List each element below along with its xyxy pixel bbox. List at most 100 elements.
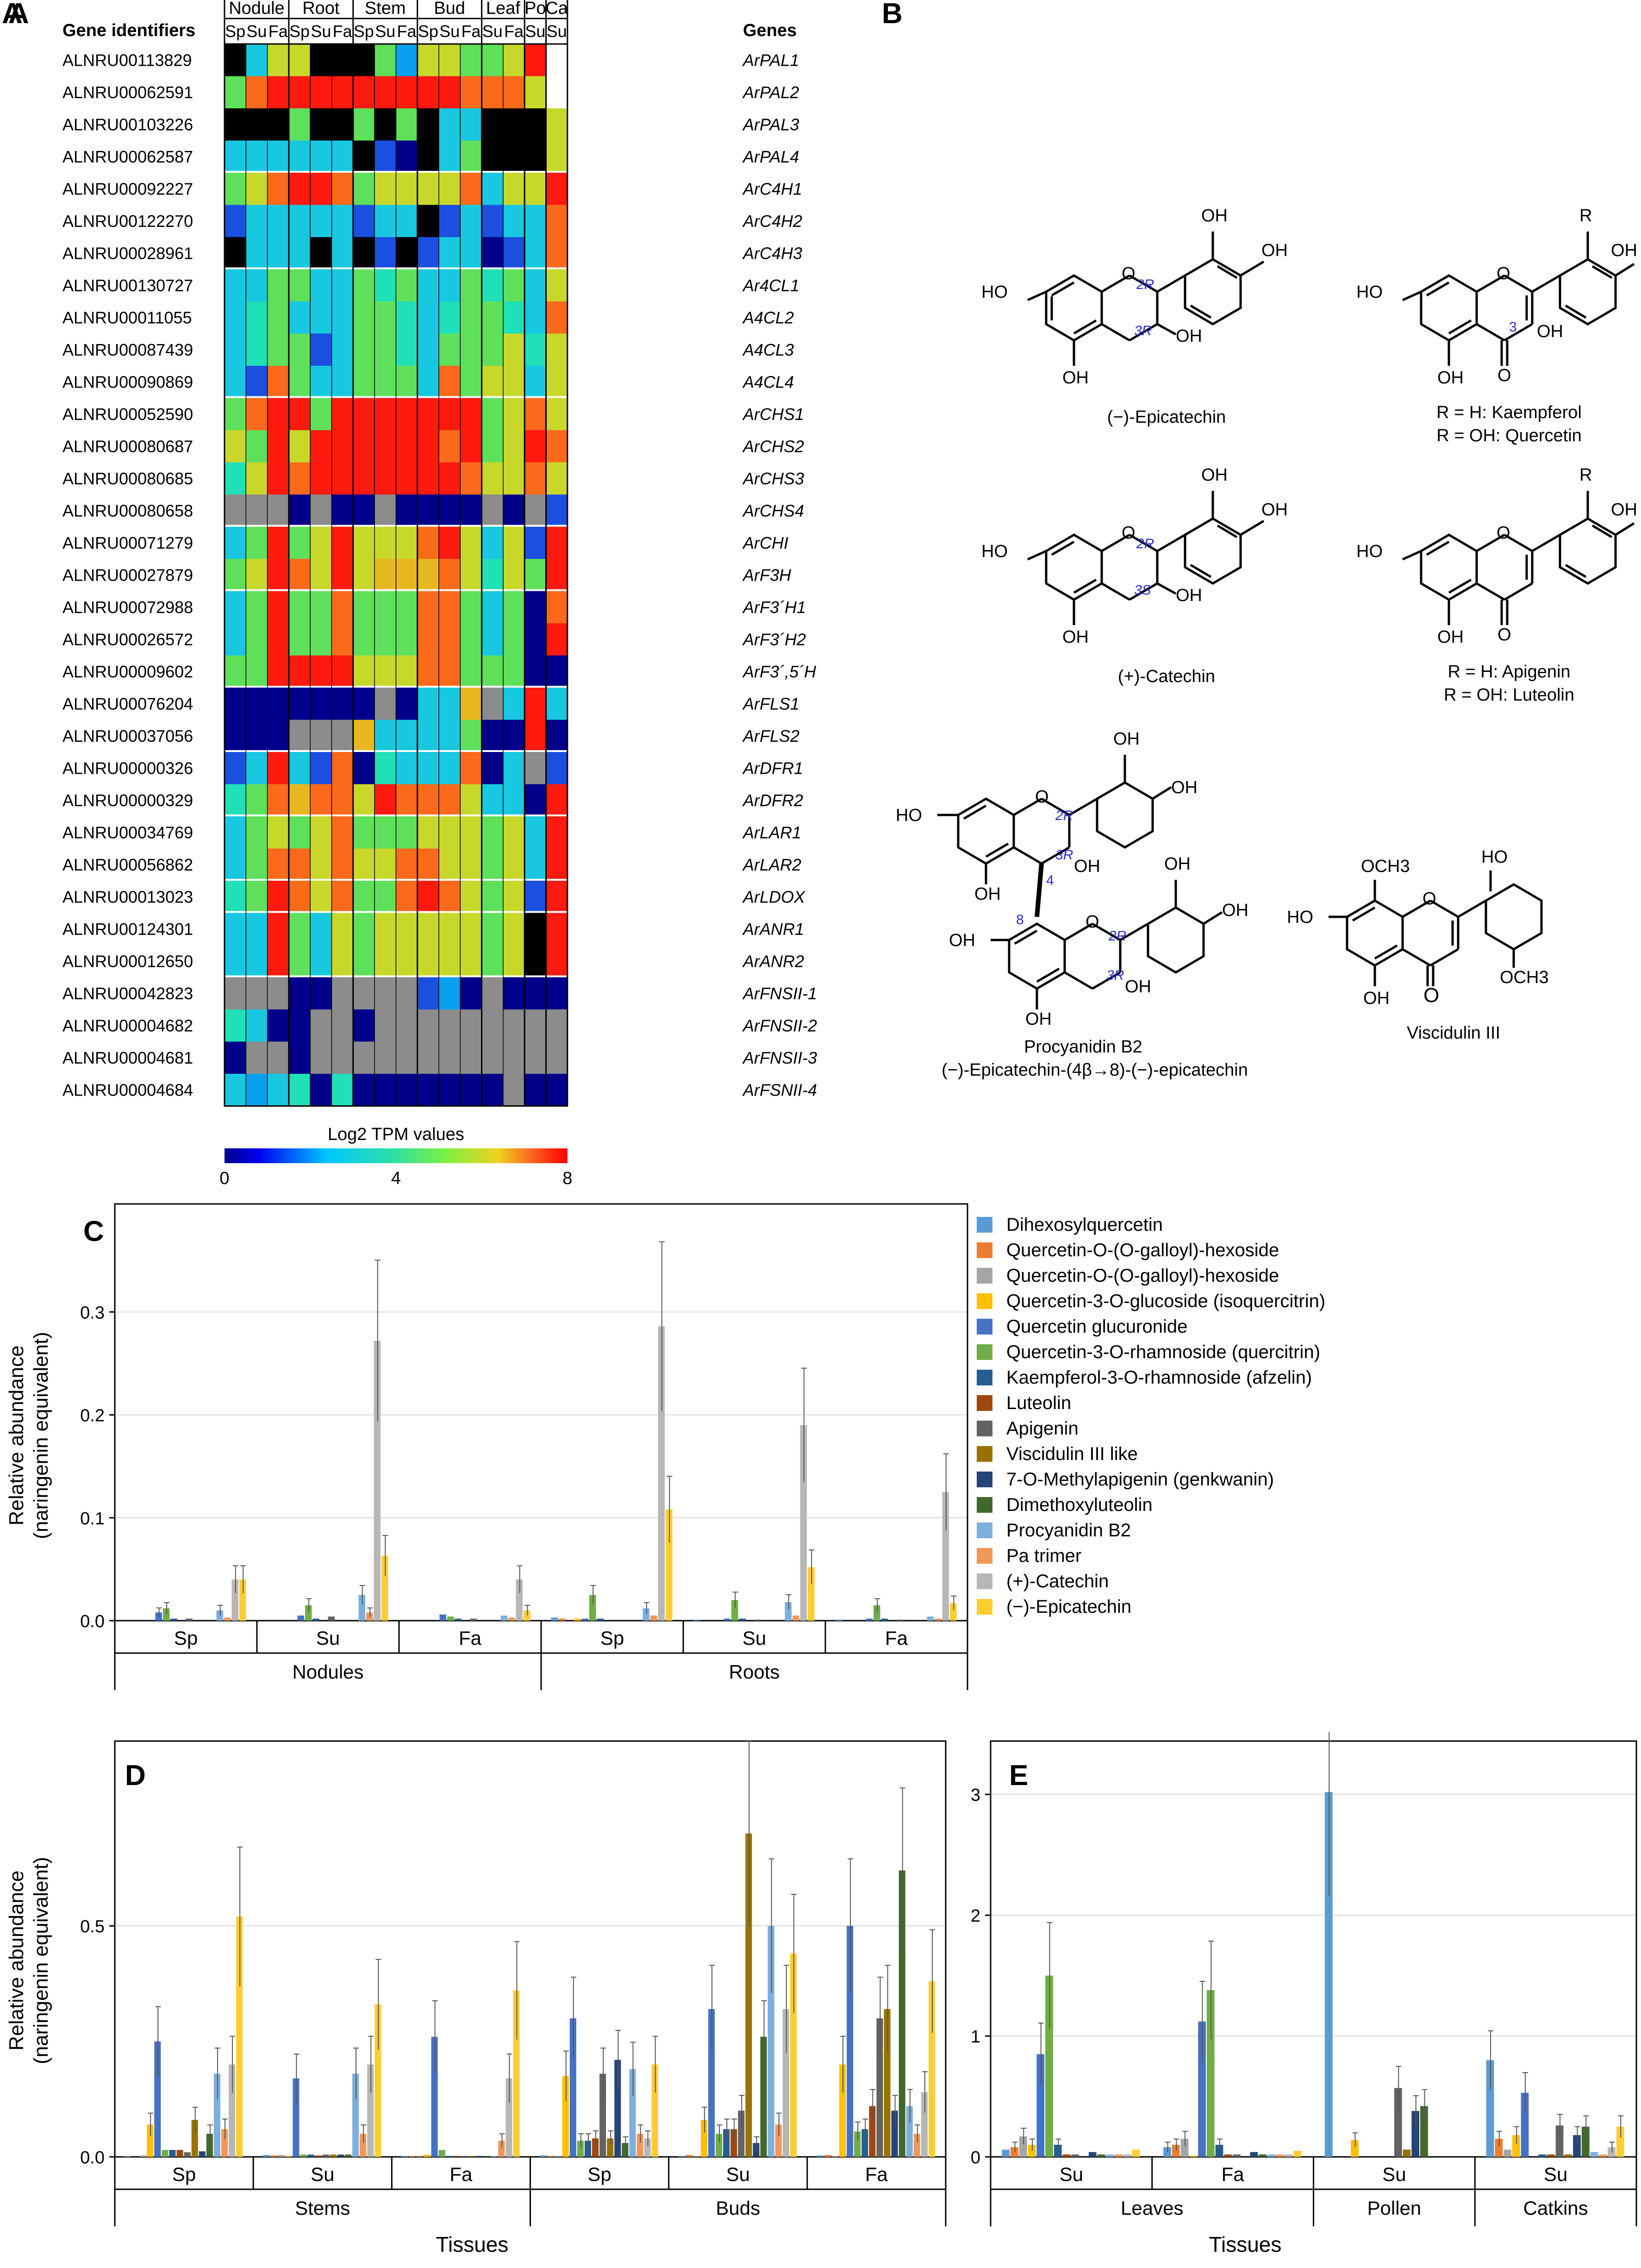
gene-identifier: ALNRU00080685 [62,469,193,488]
atom-oh: OH [1164,854,1191,874]
bar [508,1617,515,1621]
bar [409,2156,416,2157]
heatmap-cell [417,559,439,591]
bar [170,1618,177,1621]
heatmap-cell [503,140,525,173]
heatmap-cell [331,237,354,269]
heatmap-cell [353,44,375,76]
heatmap-cell [524,430,546,463]
heatmap-cell [353,784,375,817]
heatmap-cell [481,688,504,720]
heatmap-group-label: Root [302,0,340,18]
heatmap-cell [310,559,332,591]
heatmap-cell [374,205,396,238]
bar [1555,2125,1564,2157]
heatmap-cell [524,848,546,881]
heatmap-cell [353,655,375,688]
heatmap-cell [374,462,396,495]
gene-identifier: ALNRU00087439 [62,340,193,359]
gene-identifier: ALNRU00027879 [62,565,193,584]
bar [866,1618,873,1621]
heatmap-genes-header: Genes [743,21,797,40]
bar [278,2155,285,2157]
bar [808,1567,815,1621]
bar [1088,2152,1097,2157]
bar [1351,2140,1359,2157]
bar [622,2143,629,2157]
group-label: Buds [716,2197,760,2219]
heatmap-column-label: Fa [268,22,288,41]
heatmap-cell [331,269,354,302]
heatmap-cell [374,591,396,624]
heatmap-cell [246,495,268,527]
gene-identifier: ALNRU00042823 [62,984,193,1003]
bar [476,2156,483,2157]
heatmap-cell [439,430,461,463]
legend-item: Quercetin-3-O-rhamnoside (quercitrin) [977,1341,1320,1364]
heatmap-cell [503,333,525,366]
heatmap-cell [524,301,546,334]
heatmap-cell [396,237,418,269]
heatmap-cell [374,333,396,366]
legend-label: Quercetin glucuronide [1006,1316,1188,1337]
heatmap-cell [503,76,525,109]
heatmap-cell [288,752,311,784]
bar-chart-d: D 0.0 0.5 Relative abundance (naringenin equ… [5,1740,947,2256]
y-axis-title: Relative abundance (naringenin equivalent… [5,1332,52,1539]
heatmap-cell [396,848,418,881]
heatmap-cell [396,430,418,463]
heatmap-cell [353,366,375,398]
heatmap-cell [396,44,418,76]
legend-label: 7-O-Methylapigenin (genkwanin) [1006,1469,1274,1490]
bar [401,2156,408,2157]
legend-label: Quercetin-3-O-glucoside (isoquercitrin) [1006,1291,1326,1311]
legend-label: Viscidulin III like [1006,1443,1138,1464]
heatmap-cell [246,1041,268,1074]
legend-item: (−)-Epicatechin [977,1595,1131,1618]
heatmap-cell [439,495,461,527]
heatmap-cell [353,108,375,141]
heatmap-cell [288,398,311,431]
heatmap-cell [546,752,568,784]
gene-name: ArANR2 [742,952,804,971]
gene-name: A4CL2 [742,308,794,327]
y-tick-label: 1 [971,2027,980,2047]
bar [328,1616,335,1621]
heatmap-cell [460,269,482,302]
atom-o: O [1497,366,1511,385]
gene-identifier: ALNRU00103226 [62,115,193,134]
gene-identifier: ALNRU00004684 [62,1080,193,1099]
heatmap-cell [460,591,482,624]
heatmap-cell [481,237,504,269]
bar [1285,2154,1293,2157]
atom-oh: OH [1261,241,1288,260]
heatmap-cell [288,784,311,817]
structure-apigenin-luteolin [1402,491,1635,625]
bar [300,2155,307,2157]
heatmap-cell [524,269,546,302]
heatmap-cell [310,495,332,527]
heatmap-cell [481,140,504,173]
bar [1115,2154,1123,2157]
heatmap-cell [417,76,439,109]
gene-name: ArF3´,5´H [742,662,817,681]
heatmap-cell [310,784,332,817]
bar [374,2004,381,2157]
bar [344,2155,352,2157]
heatmap-cell [374,269,396,302]
heatmap-cell [288,366,311,398]
bar [1512,2135,1520,2157]
bar [1028,2144,1036,2157]
heatmap-cell [310,1009,332,1042]
heatmap-cell [374,977,396,1010]
atom-oh: OH [1363,989,1390,1008]
heatmap-cell [546,108,568,141]
heatmap-cell [374,784,396,817]
heatmap-cell [524,108,546,141]
heatmap-cell [310,1074,332,1106]
atom-o: O [1035,787,1049,807]
heatmap-cell [524,495,546,527]
bar [169,2150,176,2157]
heatmap-cell [267,977,289,1010]
heatmap-cell [374,301,396,334]
